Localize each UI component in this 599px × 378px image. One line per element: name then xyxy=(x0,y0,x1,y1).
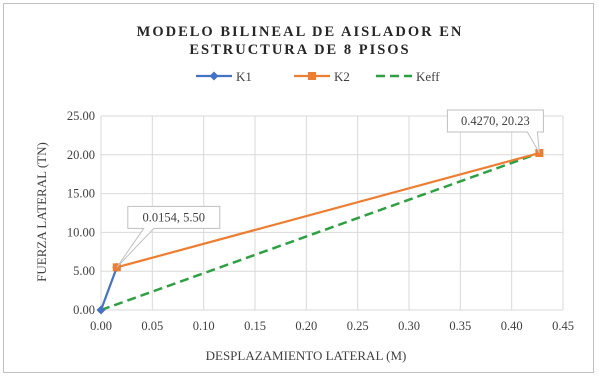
x-tick-label: 0.40 xyxy=(501,319,523,333)
x-tick-label: 0.45 xyxy=(552,319,574,333)
x-tick-label: 0.05 xyxy=(141,319,163,333)
y-tick-label: 0.00 xyxy=(73,303,95,317)
callout-label: 0.0154, 5.50 xyxy=(143,210,206,224)
y-axis-title: FUERZA LATERAL (TN) xyxy=(34,142,49,282)
series-line-keff xyxy=(100,151,540,312)
legend: K1 K2 Keff xyxy=(196,69,440,84)
x-axis-ticks: 0.00 0.05 0.10 0.15 0.20 0.25 0.30 0.35 0.40 0.45 xyxy=(90,319,574,333)
legend-marker-k2 xyxy=(308,72,316,80)
chart-title-line-2: ESTRUCTURA DE 8 PISOS xyxy=(189,42,410,58)
y-tick-label: 10.00 xyxy=(67,225,95,239)
series-line-k2 xyxy=(116,151,540,269)
callout-box xyxy=(116,205,221,268)
legend-marker-k1 xyxy=(209,71,219,81)
x-tick-label: 0.15 xyxy=(244,319,266,333)
callout-box xyxy=(446,109,544,154)
legend-label-k1: K1 xyxy=(236,69,252,84)
legend-label-keff: Keff xyxy=(416,69,440,84)
chart-title-line-1: MODELO BILINEAL DE AISLADOR EN xyxy=(137,24,464,40)
y-tick-label: 15.00 xyxy=(67,187,95,201)
y-tick-label: 5.00 xyxy=(73,264,95,278)
x-tick-label: 0.20 xyxy=(295,319,317,333)
data-point-k1 xyxy=(96,305,106,315)
data-callouts: 0.0154, 5.50 0.4270, 20.23 xyxy=(116,109,544,268)
callout-label: 0.4270, 20.23 xyxy=(461,114,530,128)
y-axis-ticks: 0.00 5.00 10.00 15.00 20.00 25.00 xyxy=(67,109,95,317)
y-tick-label: 20.00 xyxy=(67,148,95,162)
x-tick-label: 0.00 xyxy=(90,319,112,333)
x-axis-title: DESPLAZAMIENTO LATERAL (M) xyxy=(206,348,407,363)
legend-label-k2: K2 xyxy=(334,69,350,84)
series-line-k1 xyxy=(99,266,118,311)
x-tick-label: 0.30 xyxy=(398,319,420,333)
plot-series xyxy=(96,149,544,315)
x-tick-label: 0.10 xyxy=(193,319,215,333)
x-tick-label: 0.35 xyxy=(449,319,471,333)
y-tick-label: 25.00 xyxy=(67,109,95,123)
x-tick-label: 0.25 xyxy=(347,319,369,333)
